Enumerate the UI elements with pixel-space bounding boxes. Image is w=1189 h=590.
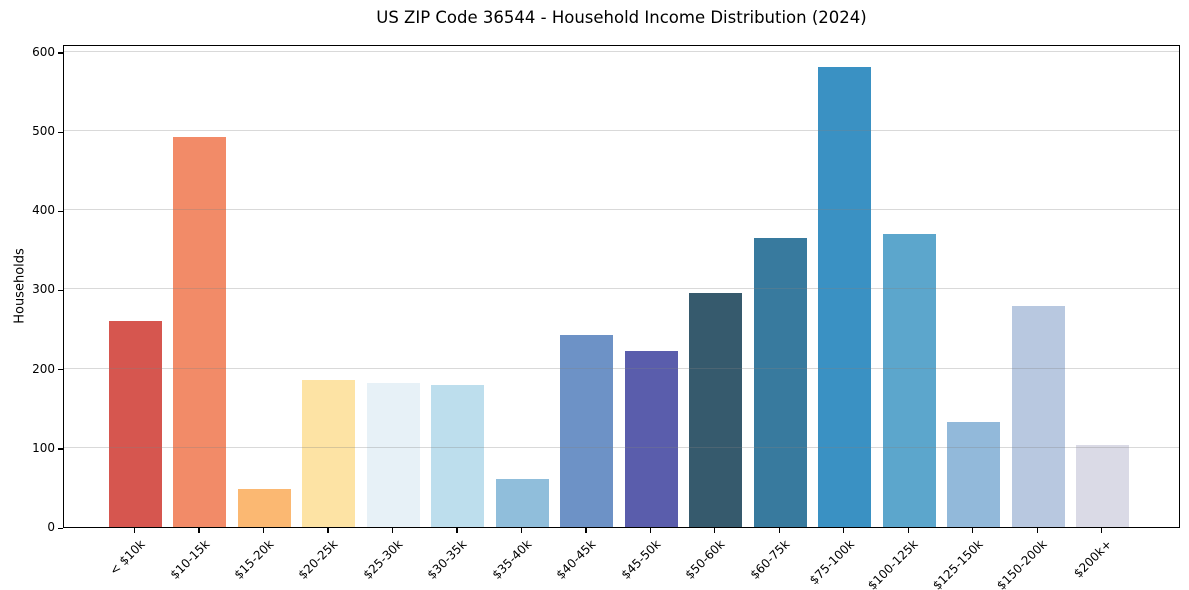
gridline-100 (64, 446, 1179, 448)
bar-$45-50k (624, 351, 678, 527)
xtick-label-$50-60k: $50-60k (682, 537, 728, 582)
xtick-mark (585, 528, 587, 533)
bar-$60-75k (753, 238, 807, 527)
gridline-500 (64, 130, 1179, 132)
xtick-mark (649, 528, 652, 533)
xtick-label-$100-125k: $100-125k (865, 537, 922, 590)
xtick-mark (778, 528, 780, 533)
xtick-label-$40-45k: $40-45k (553, 537, 599, 582)
xtick-label-$10-15k: $10-15k (167, 537, 212, 582)
chart-title: US ZIP Code 36544 - Household Income Dis… (376, 8, 867, 27)
ytick-mark (58, 527, 63, 529)
bar-$20-25k (302, 379, 356, 527)
bar-$200k+ (1076, 445, 1129, 527)
xtick-label-$200k+: $200k+ (1070, 537, 1115, 581)
xtick-mark (1101, 528, 1103, 533)
ytick-label-400: 400 (32, 203, 55, 218)
xtick-mark (327, 528, 329, 533)
bar-$50-60k (689, 293, 743, 527)
bar-$100-125k (882, 234, 936, 527)
xtick-mark (972, 528, 974, 533)
ytick-mark (58, 448, 63, 450)
bar-$25-30k (366, 382, 420, 527)
xtick-mark (262, 528, 265, 533)
xtick-mark (843, 528, 845, 533)
ytick-mark (58, 289, 63, 292)
bar-$125-150k (947, 422, 1001, 527)
xtick-label-$30-35k: $30-35k (424, 537, 470, 582)
xtick-mark (520, 528, 523, 533)
ytick-mark (58, 131, 63, 133)
bar-$150-200k (1011, 306, 1065, 527)
xtick-mark (134, 528, 136, 533)
xtick-label-$25-30k: $25-30k (360, 537, 406, 582)
gridline-200 (64, 367, 1179, 369)
xtick-label-$125-150k: $125-150k (929, 537, 986, 590)
xtick-mark (907, 528, 909, 533)
bar-< $10k (109, 321, 162, 527)
xtick-mark (198, 528, 200, 533)
ytick-mark (58, 369, 63, 371)
ytick-label-300: 300 (32, 282, 55, 297)
xtick-label-$75-100k: $75-100k (806, 537, 857, 588)
xtick-label-$45-50k: $45-50k (618, 537, 664, 582)
ytick-label-100: 100 (32, 440, 55, 455)
ytick-label-500: 500 (32, 124, 55, 139)
gridline-600 (64, 50, 1179, 52)
xtick-mark (714, 528, 716, 533)
ytick-mark (58, 210, 63, 213)
ytick-label-200: 200 (32, 361, 55, 376)
gridline-300 (64, 288, 1179, 290)
xtick-mark (1036, 528, 1038, 533)
bar-$35-40k (495, 478, 549, 527)
bar-$30-35k (431, 385, 485, 527)
xtick-label-$15-20k: $15-20k (231, 537, 277, 582)
ytick-label-0: 0 (47, 520, 55, 534)
bar-$10-15k (173, 137, 227, 527)
gridline-400 (64, 209, 1179, 211)
bar-$40-45k (560, 334, 614, 527)
xtick-mark (391, 528, 394, 533)
xtick-mark (456, 528, 458, 533)
xtick-label-< $10k: < $10k (106, 537, 148, 578)
bar-$15-20k (237, 489, 291, 527)
xtick-label-$20-25k: $20-25k (295, 537, 341, 582)
bar-$75-100k (818, 66, 872, 527)
ytick-label-600: 600 (32, 44, 55, 59)
ytick-mark (58, 52, 63, 54)
plot-area (63, 45, 1180, 528)
xtick-label-$150-200k: $150-200k (994, 537, 1050, 590)
xtick-label-$35-40k: $35-40k (489, 537, 535, 582)
xtick-label-$60-75k: $60-75k (747, 537, 793, 582)
